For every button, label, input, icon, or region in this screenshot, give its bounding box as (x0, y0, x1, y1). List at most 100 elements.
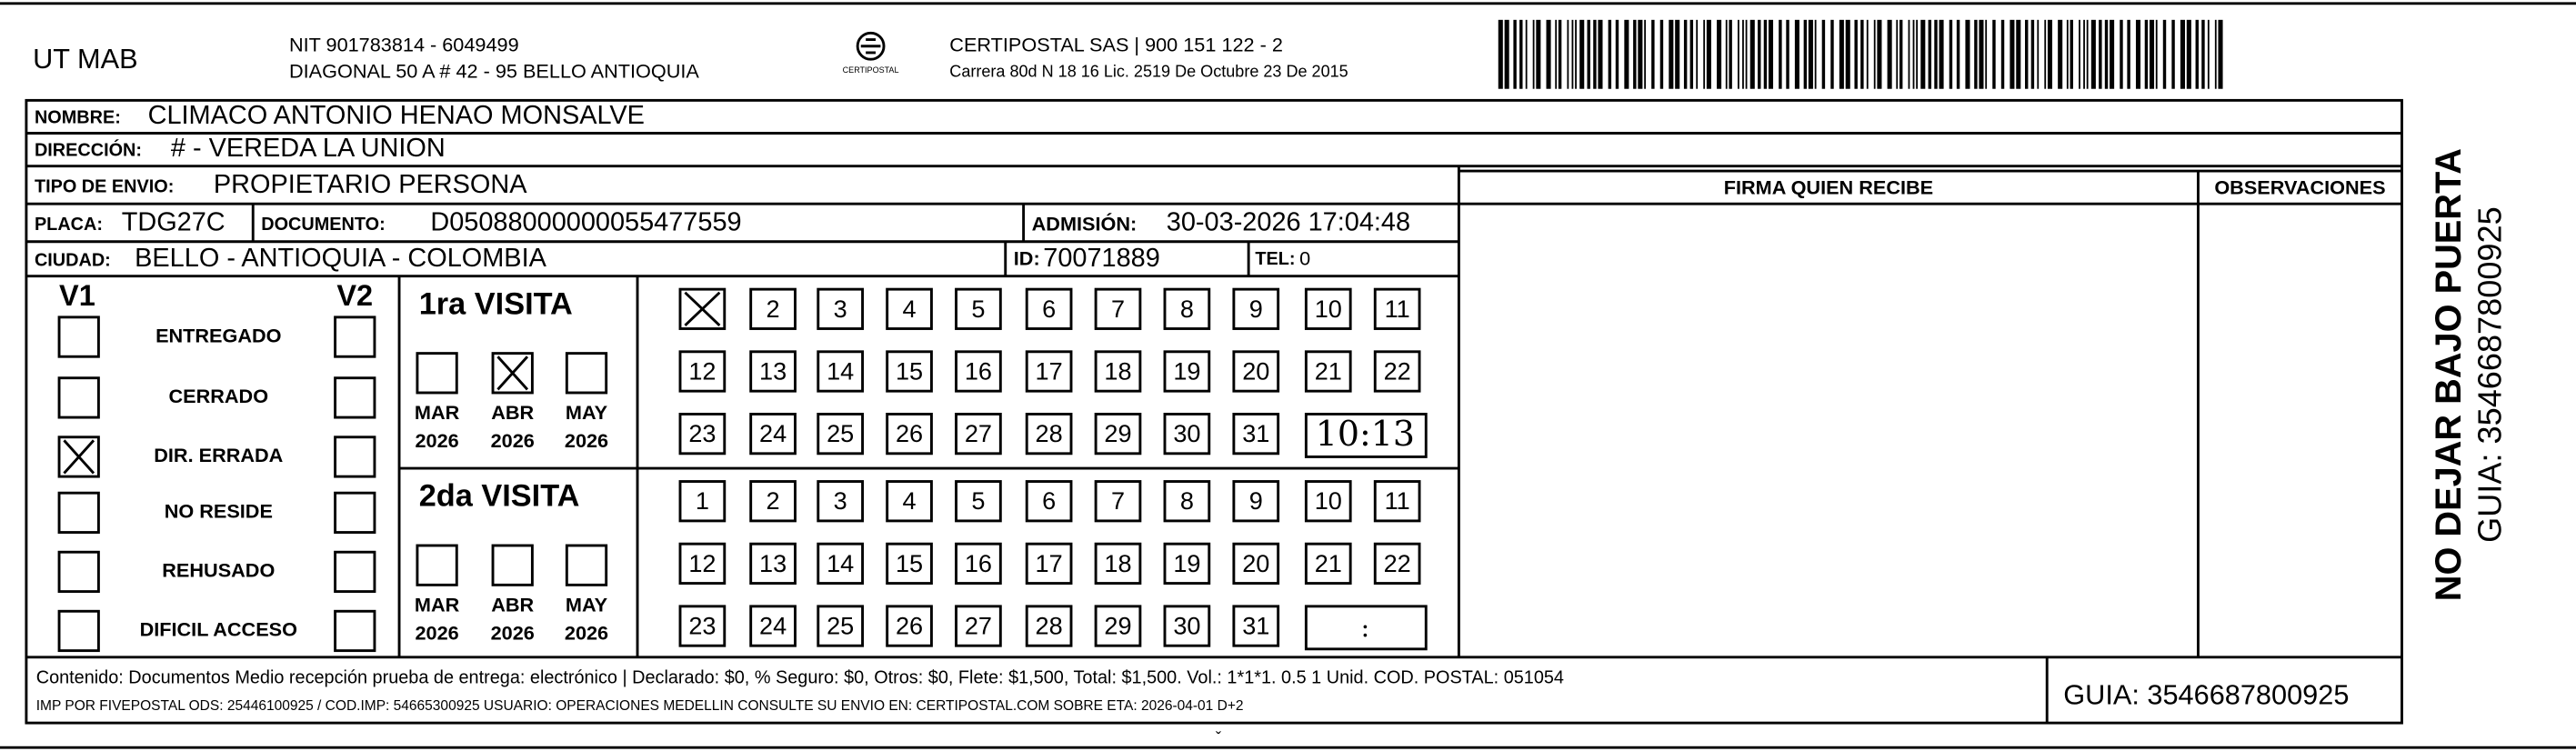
day-box (678, 413, 727, 456)
month-year: 2026 (491, 621, 535, 644)
barcode-bar (2195, 19, 2199, 89)
status-option: DIFICIL ACCESO (140, 618, 297, 641)
form-lines (25, 98, 2403, 725)
barcode-bar (1830, 19, 1834, 89)
day-number: 4 (903, 295, 917, 323)
status-option: NO RESIDE (165, 500, 273, 523)
day-box (749, 542, 797, 586)
day-box (955, 350, 1002, 393)
barcode-bar (1725, 19, 1728, 89)
ciudad: BELLO - ANTIOQUIA - COLOMBIA (135, 244, 546, 273)
barcode-bar (1675, 19, 1680, 89)
barcode-bar (2099, 19, 2102, 89)
day-box (1373, 480, 1421, 523)
id-label: ID: (1014, 246, 1040, 269)
day-number: 18 (1104, 356, 1131, 385)
barcode-bar (2218, 19, 2223, 89)
day-number: 24 (759, 611, 787, 639)
barcode-bar (1729, 19, 1732, 89)
day-number: 27 (965, 611, 992, 639)
barcode-bar (1934, 19, 1938, 89)
day-number: 9 (1249, 486, 1263, 515)
day-box (1094, 413, 1142, 456)
barcode-bar (2058, 19, 2063, 89)
nombre-label: NOMBRE: (35, 107, 121, 127)
barcode-bar (2155, 19, 2158, 89)
documento: D05088000000055477559 (430, 208, 741, 237)
imp: IMP POR FIVEPOSTAL ODS: 25446100925 / CO… (36, 698, 1244, 714)
id: 70071889 (1043, 244, 1160, 273)
day-number: 26 (896, 611, 923, 639)
day-number: 6 (1042, 295, 1056, 323)
barcode-bar (1786, 19, 1789, 89)
day-box (1232, 350, 1280, 393)
day-box (1304, 542, 1352, 586)
barcode-bar (2104, 19, 2109, 89)
day-number: 29 (1104, 611, 1131, 639)
day-number: 28 (1036, 419, 1063, 447)
barcode-bar (1689, 19, 1694, 89)
day-box (886, 480, 933, 523)
barcode-bar (1974, 19, 1978, 89)
v2-checkbox (334, 491, 376, 534)
check-mark (63, 439, 95, 475)
day-box (749, 413, 797, 456)
day-number: 8 (1180, 295, 1194, 323)
day-number: 17 (1036, 356, 1063, 385)
barcode-bar (1683, 19, 1688, 89)
day-number: 6 (1042, 486, 1056, 515)
day-number: 2 (767, 295, 780, 323)
day-box (1373, 287, 1421, 330)
day-box (1304, 350, 1352, 393)
day-number: 5 (971, 295, 985, 323)
barcode-bar (2144, 19, 2149, 89)
month-checkbox (491, 544, 534, 586)
barcode-bar (2083, 19, 2085, 89)
barcode-bar (1644, 19, 1647, 89)
barcode-bar (1703, 19, 1706, 89)
day-number: 30 (1173, 611, 1200, 639)
barcode-bar (1749, 19, 1755, 89)
barcode-bar (1742, 19, 1744, 89)
day-number: 12 (688, 549, 716, 577)
barcode-bar (2110, 19, 2115, 89)
day-number: 19 (1173, 549, 1200, 577)
check-mark (684, 291, 721, 326)
day-box (817, 480, 864, 523)
day-box (678, 350, 727, 393)
placa: TDG27C (122, 208, 226, 237)
day-number: 28 (1036, 611, 1063, 639)
barcode (1498, 19, 2223, 89)
day-number: 7 (1111, 295, 1125, 323)
barcode-bar (2201, 19, 2205, 89)
barcode-bar (1758, 19, 1761, 89)
day-number: 15 (896, 549, 923, 577)
day-box (1163, 480, 1211, 523)
visit-title: 1ra VISITA (419, 286, 573, 321)
day-number: 12 (688, 356, 716, 385)
day-box (955, 605, 1002, 647)
month-label: ABR (491, 401, 534, 424)
admision-label: ADMISIÓN: (1032, 212, 1138, 235)
day-box (749, 287, 797, 330)
v1-checkbox (57, 550, 100, 594)
day-number: 23 (688, 611, 716, 639)
day-box (1094, 605, 1142, 647)
visit-time: : (1361, 612, 1370, 643)
tel: 0 (1299, 246, 1310, 269)
day-box (1373, 542, 1421, 586)
day-box (886, 413, 933, 456)
barcode-bar (2010, 19, 2015, 89)
day-number: 10 (1315, 486, 1342, 515)
barcode-bar (1860, 19, 1864, 89)
day-number: 21 (1315, 356, 1342, 385)
barcode-bar (1908, 19, 1910, 89)
day-box (749, 480, 797, 523)
barcode-bar (2180, 19, 2185, 89)
placa-label: PLACA: (35, 215, 103, 235)
day-box (817, 287, 864, 330)
nit: NIT 901783814 - 6049499 (289, 33, 519, 55)
day-number: 18 (1104, 549, 1131, 577)
v1-checkbox (57, 315, 100, 358)
day-number: 8 (1180, 486, 1194, 515)
